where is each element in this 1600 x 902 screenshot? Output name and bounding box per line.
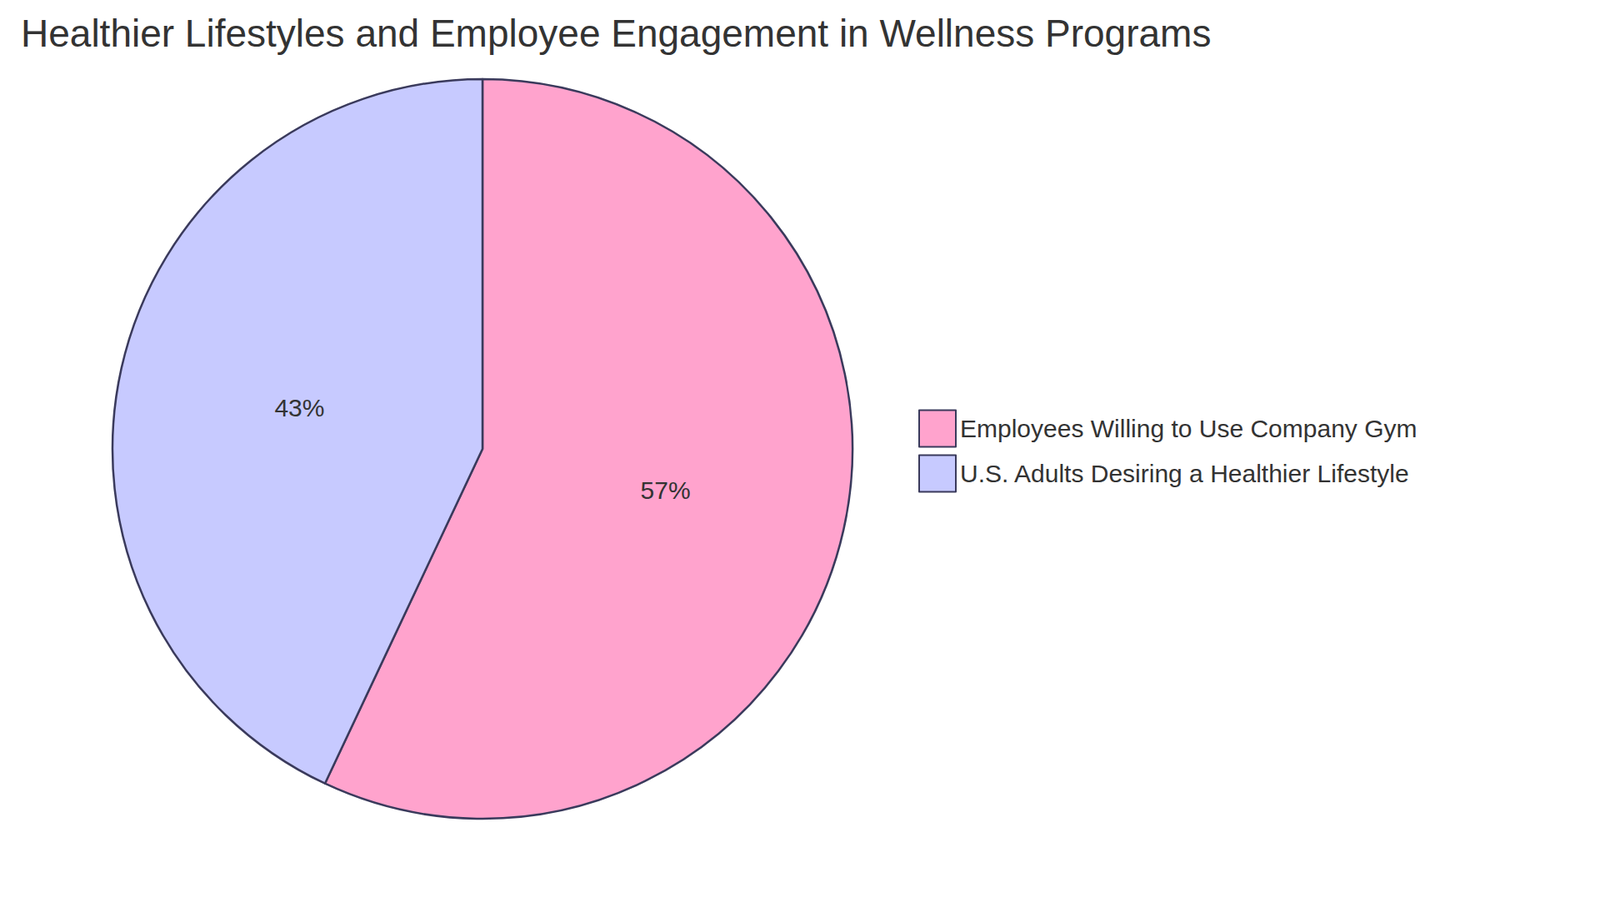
svg-text:Employees Willing to Use Compa: Employees Willing to Use Company Gym: [960, 415, 1418, 443]
svg-text:U.S. Adults Desiring a Healthi: U.S. Adults Desiring a Healthier Lifesty…: [960, 460, 1410, 488]
svg-text:Healthier Lifestyles and Emplo: Healthier Lifestyles and Employee Engage…: [20, 11, 1211, 55]
svg-text:43%: 43%: [274, 394, 325, 422]
svg-text:57%: 57%: [640, 476, 691, 505]
